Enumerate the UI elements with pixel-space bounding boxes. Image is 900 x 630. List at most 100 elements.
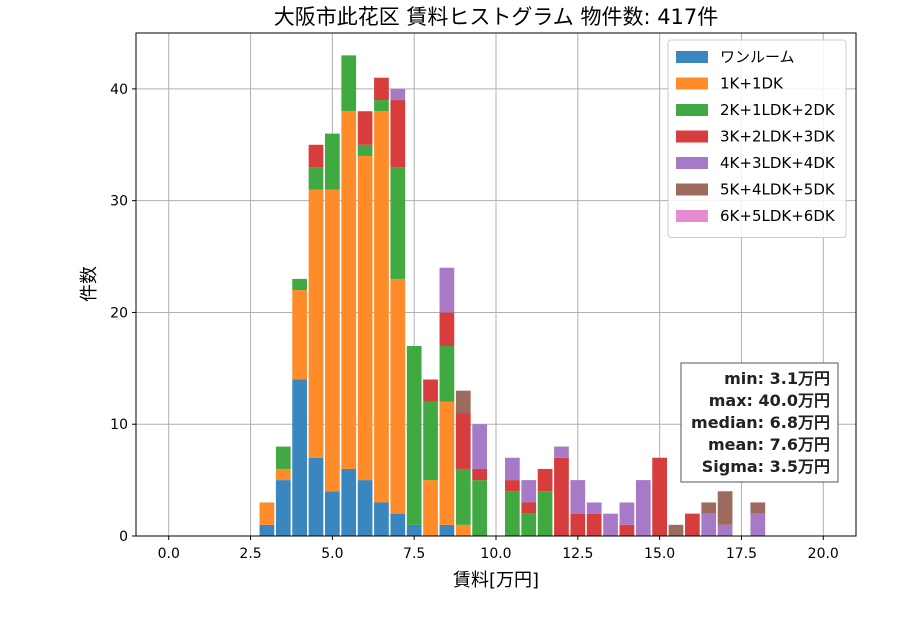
x-tick-label-5: 12.5 — [562, 546, 593, 562]
x-axis-ticks: 0.0 2.5 5.0 7.5 10.0 12.5 15.0 17.5 20.0 — [158, 536, 839, 562]
bar-bin-8-series-3 — [390, 100, 406, 168]
bar-bin-0-series-0 — [259, 524, 275, 536]
bar-bin-14-series-3 — [505, 480, 520, 492]
legend-swatch-1 — [676, 77, 708, 90]
legend-label-1: 1K+1DK — [720, 75, 784, 93]
bar-bin-6-series-3 — [357, 111, 373, 145]
bar-bin-14-series-4 — [505, 457, 520, 481]
bar-bin-7-series-3 — [374, 77, 389, 101]
bar-bin-12-series-1 — [455, 524, 471, 536]
bar-bin-1-series-2 — [275, 446, 291, 469]
bar-bin-12-series-5 — [455, 390, 471, 414]
bar-bin-5-series-2 — [341, 55, 357, 112]
bar-bin-11-series-4 — [439, 267, 455, 313]
y-tick-label-1: 10 — [110, 417, 128, 433]
bar-bin-7-series-2 — [374, 100, 389, 112]
x-tick-label-1: 2.5 — [239, 546, 261, 562]
x-tick-label-4: 10.0 — [480, 546, 511, 562]
x-tick-label-7: 17.5 — [726, 546, 757, 562]
bar-bin-3-series-3 — [308, 144, 324, 168]
stats-line-3: mean: 7.6万円 — [708, 435, 830, 454]
legend-swatch-0 — [676, 51, 708, 63]
bar-bin-0-series-1 — [259, 502, 275, 525]
y-tick-label-2: 20 — [110, 305, 128, 321]
bar-bin-24-series-5 — [668, 524, 684, 536]
bar-bin-8-series-4 — [390, 88, 406, 101]
bar-bin-8-series-1 — [390, 278, 406, 514]
bar-bin-2-series-0 — [292, 379, 307, 536]
bar-bin-19-series-3 — [586, 513, 602, 536]
y-tick-label-0: 0 — [119, 529, 128, 545]
legend-box — [667, 39, 847, 238]
bar-bin-6-series-1 — [357, 155, 373, 481]
bar-bin-25-series-3 — [685, 513, 700, 536]
bar-bin-11-series-1 — [439, 401, 455, 525]
bar-bin-2-series-2 — [292, 278, 307, 291]
bar-bin-16-series-2 — [537, 491, 553, 536]
bar-bin-11-series-3 — [439, 312, 455, 346]
bar-bin-13-series-3 — [472, 468, 487, 481]
bar-bin-21-series-3 — [619, 524, 635, 536]
bar-bin-1-series-0 — [275, 480, 291, 536]
bar-bin-9-series-2 — [406, 345, 422, 525]
legend-swatch-4 — [676, 157, 708, 169]
bar-bin-10-series-3 — [423, 379, 438, 402]
x-tick-label-8: 20.0 — [808, 546, 839, 562]
stats-box-frame — [680, 362, 839, 483]
legend-label-5: 5K+4LDK+5DK — [720, 181, 836, 199]
bar-bin-15-series-2 — [521, 513, 537, 536]
legend-swatch-2 — [676, 104, 708, 116]
stats-line-0: min: 3.1万円 — [724, 369, 830, 388]
bar-bin-10-series-2 — [423, 401, 438, 481]
bar-bin-12-series-3 — [455, 413, 471, 469]
bar-bin-28-series-4 — [750, 513, 766, 536]
bar-bin-11-series-0 — [439, 524, 455, 536]
bar-bin-28-series-5 — [750, 502, 766, 514]
bar-bin-13-series-4 — [472, 424, 487, 469]
bar-bin-8-series-2 — [390, 167, 406, 279]
bar-bin-4-series-2 — [325, 133, 340, 190]
legend-swatch-5 — [676, 183, 708, 196]
x-tick-label-3: 7.5 — [403, 546, 425, 562]
bar-bin-10-series-1 — [423, 480, 438, 536]
bar-bin-26-series-4 — [701, 513, 717, 536]
legend-swatch-3 — [676, 130, 708, 143]
bar-bin-2-series-1 — [292, 290, 307, 380]
bar-bin-22-series-4 — [635, 480, 651, 536]
bar-bin-16-series-3 — [537, 468, 553, 492]
bar-bin-8-series-0 — [390, 513, 406, 536]
bar-bin-27-series-5 — [717, 491, 733, 525]
stats-box: min: 3.1万円 max: 40.0万円 median: 6.8万円 mean: … — [680, 362, 839, 483]
stats-line-4: Sigma: 3.5万円 — [702, 457, 830, 476]
bar-bin-19-series-4 — [586, 502, 602, 514]
chart-title: 大阪市此花区 賃料ヒストグラム 物件数: 417件 — [274, 5, 719, 29]
bar-bin-3-series-0 — [308, 457, 324, 536]
bar-bin-5-series-0 — [341, 468, 357, 536]
bar-bin-4-series-0 — [325, 491, 340, 536]
legend-label-4: 4K+3LDK+4DK — [720, 154, 836, 172]
legend-label-6: 6K+5LDK+6DK — [720, 207, 836, 225]
legend-swatch-6 — [676, 210, 708, 222]
legend-label-2: 2K+1LDK+2DK — [720, 101, 836, 119]
bars — [259, 55, 766, 536]
bar-bin-27-series-4 — [717, 524, 733, 536]
bar-bin-9-series-0 — [406, 524, 422, 536]
bar-bin-1-series-1 — [275, 468, 291, 481]
bar-bin-12-series-2 — [455, 468, 471, 525]
y-tick-label-4: 40 — [110, 82, 128, 98]
bar-bin-4-series-1 — [325, 189, 340, 492]
legend-label-0: ワンルーム — [720, 48, 795, 66]
bar-bin-7-series-1 — [374, 111, 389, 503]
legend: ワンルーム 1K+1DK 2K+1LDK+2DK 3K+2LDK+3DK 4K+3LDK… — [667, 39, 847, 238]
bar-bin-26-series-5 — [701, 502, 717, 514]
bar-bin-5-series-1 — [341, 111, 357, 469]
y-tick-label-3: 30 — [110, 194, 128, 210]
y-axis-ticks: 0 10 20 30 40 — [110, 82, 136, 545]
bar-bin-11-series-2 — [439, 345, 455, 402]
bar-bin-13-series-2 — [472, 480, 487, 536]
stats-line-2: median: 6.8万円 — [691, 413, 830, 432]
bar-bin-15-series-3 — [521, 502, 537, 514]
x-tick-label-0: 0.0 — [158, 546, 180, 562]
x-axis-label: 賃料[万円] — [453, 570, 539, 591]
y-axis-label: 件数 — [79, 266, 100, 302]
